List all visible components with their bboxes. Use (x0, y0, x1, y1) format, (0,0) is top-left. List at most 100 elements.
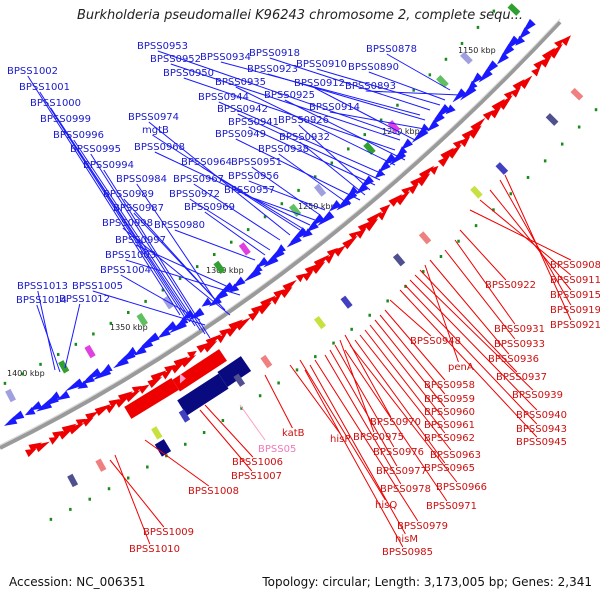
gene-label-forward[interactable]: BPSS0941 (228, 117, 279, 128)
reverse-gene[interactable] (333, 245, 346, 257)
forward-gene[interactable] (445, 104, 456, 115)
gene-label-reverse[interactable]: BPSS0936 (488, 354, 539, 365)
reverse-gene[interactable] (503, 90, 513, 100)
category-box[interactable] (58, 360, 70, 374)
category-box[interactable] (545, 113, 559, 126)
category-box[interactable] (436, 75, 449, 88)
category-box[interactable] (418, 231, 432, 245)
gene-label-reverse[interactable]: BPSS0958 (424, 380, 475, 391)
functional-category-block[interactable] (177, 373, 229, 416)
reverse-gene[interactable] (282, 279, 297, 293)
forward-gene[interactable] (374, 168, 385, 179)
reverse-gene[interactable] (560, 35, 571, 46)
category-box[interactable] (67, 473, 79, 488)
gene-label-reverse[interactable]: BPSS1008 (188, 486, 239, 497)
category-box[interactable] (314, 315, 327, 330)
gene-label-forward[interactable]: BPSS0999 (40, 114, 91, 125)
reverse-gene[interactable] (379, 204, 391, 215)
gene-label-forward[interactable]: BPSS1002 (7, 66, 58, 77)
reverse-gene[interactable] (248, 311, 260, 322)
reverse-gene[interactable] (85, 411, 99, 422)
forward-gene[interactable] (290, 227, 308, 243)
functional-category-block[interactable] (217, 356, 252, 387)
gene-label-forward[interactable]: BPSS0944 (198, 92, 249, 103)
gene-label-forward[interactable]: BPSS0951 (231, 157, 282, 168)
category-box[interactable] (95, 458, 107, 472)
category-box[interactable] (570, 87, 584, 101)
gene-label-forward[interactable]: BPSS0950 (163, 68, 214, 79)
category-box[interactable] (136, 312, 149, 327)
forward-gene[interactable] (309, 213, 325, 227)
category-box[interactable] (151, 426, 163, 440)
reverse-gene[interactable] (342, 235, 358, 250)
forward-gene[interactable] (503, 35, 520, 53)
gene-label-reverse[interactable]: BPSS1010 (129, 544, 180, 555)
gene-label-reverse[interactable]: BPSS0939 (512, 390, 563, 401)
reverse-gene[interactable] (324, 255, 334, 264)
forward-gene[interactable] (419, 123, 430, 134)
forward-gene[interactable] (328, 200, 342, 212)
reverse-gene[interactable] (348, 231, 359, 241)
gene-label-reverse[interactable]: BPSS0959 (424, 394, 475, 405)
gene-label-forward[interactable]: BPSS0956 (228, 171, 279, 182)
reverse-gene[interactable] (554, 39, 564, 49)
reverse-gene[interactable] (311, 261, 326, 275)
gene-label-reverse[interactable]: BPSS1009 (143, 527, 194, 538)
gene-label-forward[interactable]: BPSS0878 (366, 44, 417, 55)
gene-label-reverse[interactable]: BPSS0922 (485, 280, 536, 291)
forward-gene[interactable] (49, 391, 61, 400)
reverse-gene[interactable] (234, 317, 251, 331)
category-box[interactable] (213, 260, 226, 275)
gene-label-forward[interactable]: BPSS0968 (134, 142, 185, 153)
gene-label-forward[interactable]: BPSS0925 (264, 90, 315, 101)
forward-gene[interactable] (467, 80, 478, 91)
gene-label-reverse[interactable]: BPSS1007 (231, 471, 282, 482)
reverse-gene[interactable] (170, 363, 184, 374)
gene-label-forward[interactable]: BPSS0912 (294, 78, 345, 89)
reverse-gene[interactable] (416, 173, 431, 187)
gene-label-reverse[interactable]: BPSS0919 (550, 305, 600, 316)
forward-gene[interactable] (518, 27, 531, 40)
gene-label-forward[interactable]: BPSS0934 (200, 52, 251, 63)
forward-gene[interactable] (400, 138, 413, 151)
gene-label-forward[interactable]: BPSS0984 (116, 174, 167, 185)
gene-label-reverse[interactable]: BPSS0977 (376, 466, 427, 477)
forward-gene[interactable] (126, 346, 137, 356)
reverse-gene[interactable] (429, 165, 439, 175)
category-box[interactable] (238, 242, 251, 256)
gene-label-reverse[interactable]: BPSS0975 (353, 432, 404, 443)
gene-label-reverse[interactable]: BPSS0908 (550, 260, 600, 271)
gene-label-reverse[interactable]: BPSS0940 (516, 410, 567, 421)
gene-label-reverse[interactable]: BPSS0911 (550, 275, 600, 286)
category-box[interactable] (340, 295, 353, 309)
gene-label-reverse[interactable]: BPSS1006 (232, 457, 283, 468)
gene-label-forward[interactable]: BPSS0980 (154, 220, 205, 231)
gene-label-reverse[interactable]: BPSS0948 (410, 336, 461, 347)
gene-label-forward[interactable]: BPSS1012 (59, 294, 110, 305)
category-box[interactable] (233, 373, 246, 387)
forward-gene[interactable] (275, 244, 286, 254)
reverse-gene[interactable] (531, 67, 541, 77)
reverse-gene[interactable] (124, 389, 141, 403)
gene-label-forward[interactable]: BPSS0942 (217, 104, 268, 115)
gene-label-reverse[interactable]: BPSS0937 (496, 372, 547, 383)
forward-gene[interactable] (478, 68, 493, 83)
gene-label-reverse[interactable]: BPSS0965 (424, 463, 475, 474)
gene-label-forward[interactable]: BPSS0938 (258, 144, 309, 155)
category-box[interactable] (84, 344, 96, 359)
gene-label-reverse[interactable]: penA (448, 362, 474, 373)
forward-gene[interactable] (317, 211, 335, 227)
forward-gene[interactable] (232, 276, 246, 288)
gene-label-forward[interactable]: BPSS1000 (30, 98, 81, 109)
gene-label-forward[interactable]: BPSS0957 (224, 185, 275, 196)
gene-label-forward[interactable]: BPSS1003 (105, 250, 156, 261)
reverse-gene[interactable] (301, 271, 314, 282)
gene-label-rna[interactable]: BPSS05 (258, 444, 296, 455)
gene-label-reverse[interactable]: BPSS0976 (373, 447, 424, 458)
forward-gene[interactable] (430, 111, 445, 126)
forward-gene[interactable] (496, 52, 509, 65)
reverse-gene[interactable] (468, 125, 482, 139)
gene-label-forward[interactable]: BPSS0996 (53, 130, 104, 141)
gene-label-reverse[interactable]: BPSS0963 (430, 450, 481, 461)
forward-gene[interactable] (359, 175, 374, 189)
